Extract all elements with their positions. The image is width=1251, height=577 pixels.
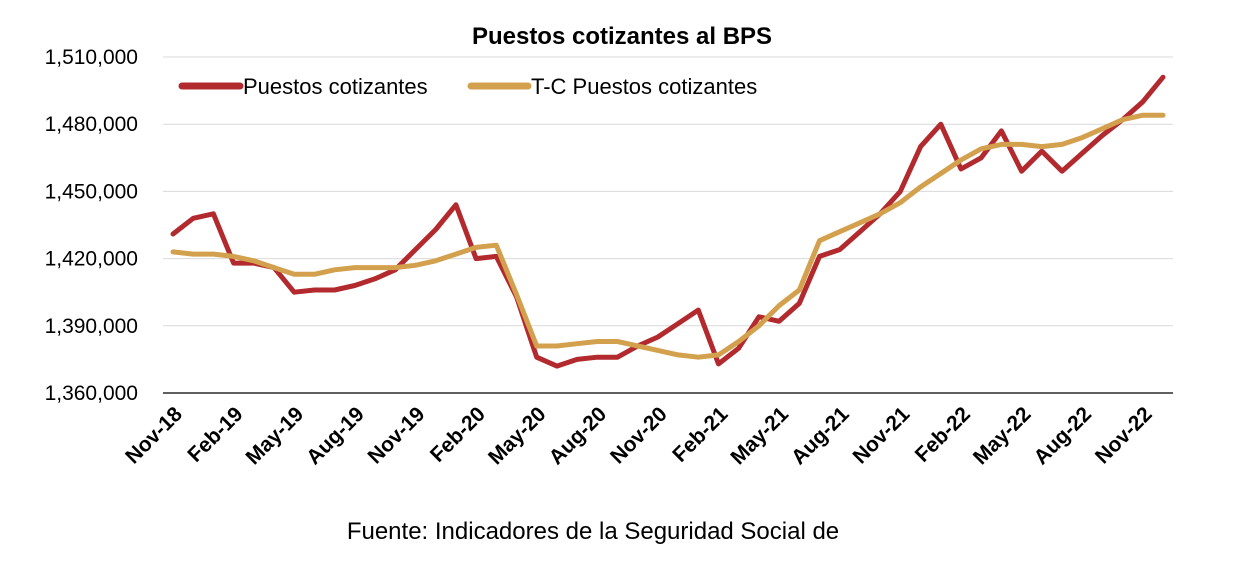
x-tick-label: Aug-21: [787, 402, 854, 469]
x-tick-label: Feb-19: [183, 403, 247, 467]
y-tick-label: 1,510,000: [45, 46, 138, 69]
x-tick-label: Feb-22: [911, 403, 975, 467]
x-tick-label: Feb-20: [426, 403, 490, 467]
x-tick-label: May-22: [969, 403, 1036, 470]
y-tick-label: 1,360,000: [45, 382, 138, 405]
x-tick-label: Aug-22: [1030, 403, 1097, 470]
x-tick-label: Nov-18: [121, 402, 187, 468]
x-tick-label: Nov-19: [364, 403, 430, 469]
legend: Puestos cotizantes T-C Puestos cotizante…: [178, 74, 757, 99]
series-lines: [170, 74, 1166, 369]
chart-title: Puestos cotizantes al BPS: [472, 23, 772, 50]
x-axis-ticks: Nov-18Feb-19May-19Aug-19Nov-19Feb-20May-…: [121, 402, 1157, 469]
x-tick-label: Nov-21: [848, 402, 914, 468]
gridlines: [163, 56, 1173, 327]
x-tick-label: Aug-20: [545, 403, 612, 470]
series-line-puestos-cotizantes: [170, 74, 1166, 369]
x-tick-label: Nov-22: [1091, 403, 1157, 469]
x-tick-label: Feb-21: [668, 402, 732, 466]
legend-label-tc-puestos-cotizantes: T-C Puestos cotizantes: [531, 74, 757, 99]
x-tick-label: May-21: [726, 402, 793, 469]
series-line-t-c-puestos-cotizantes: [170, 112, 1166, 360]
x-tick-label: Nov-20: [606, 403, 672, 469]
x-tick-label: May-19: [242, 403, 309, 470]
y-tick-label: 1,420,000: [45, 248, 138, 271]
source-note: Fuente: Indicadores de la Seguridad Soci…: [347, 518, 839, 545]
x-tick-label: May-20: [484, 403, 551, 470]
y-tick-label: 1,450,000: [45, 180, 138, 203]
y-tick-label: 1,480,000: [45, 113, 138, 136]
x-tick-label: Aug-19: [302, 403, 369, 470]
y-tick-label: 1,390,000: [45, 315, 138, 338]
y-axis-ticks: 1,360,000 1,390,000 1,420,000 1,450,000 1,48…: [45, 46, 138, 405]
legend-label-puestos-cotizantes: Puestos cotizantes: [243, 74, 428, 99]
